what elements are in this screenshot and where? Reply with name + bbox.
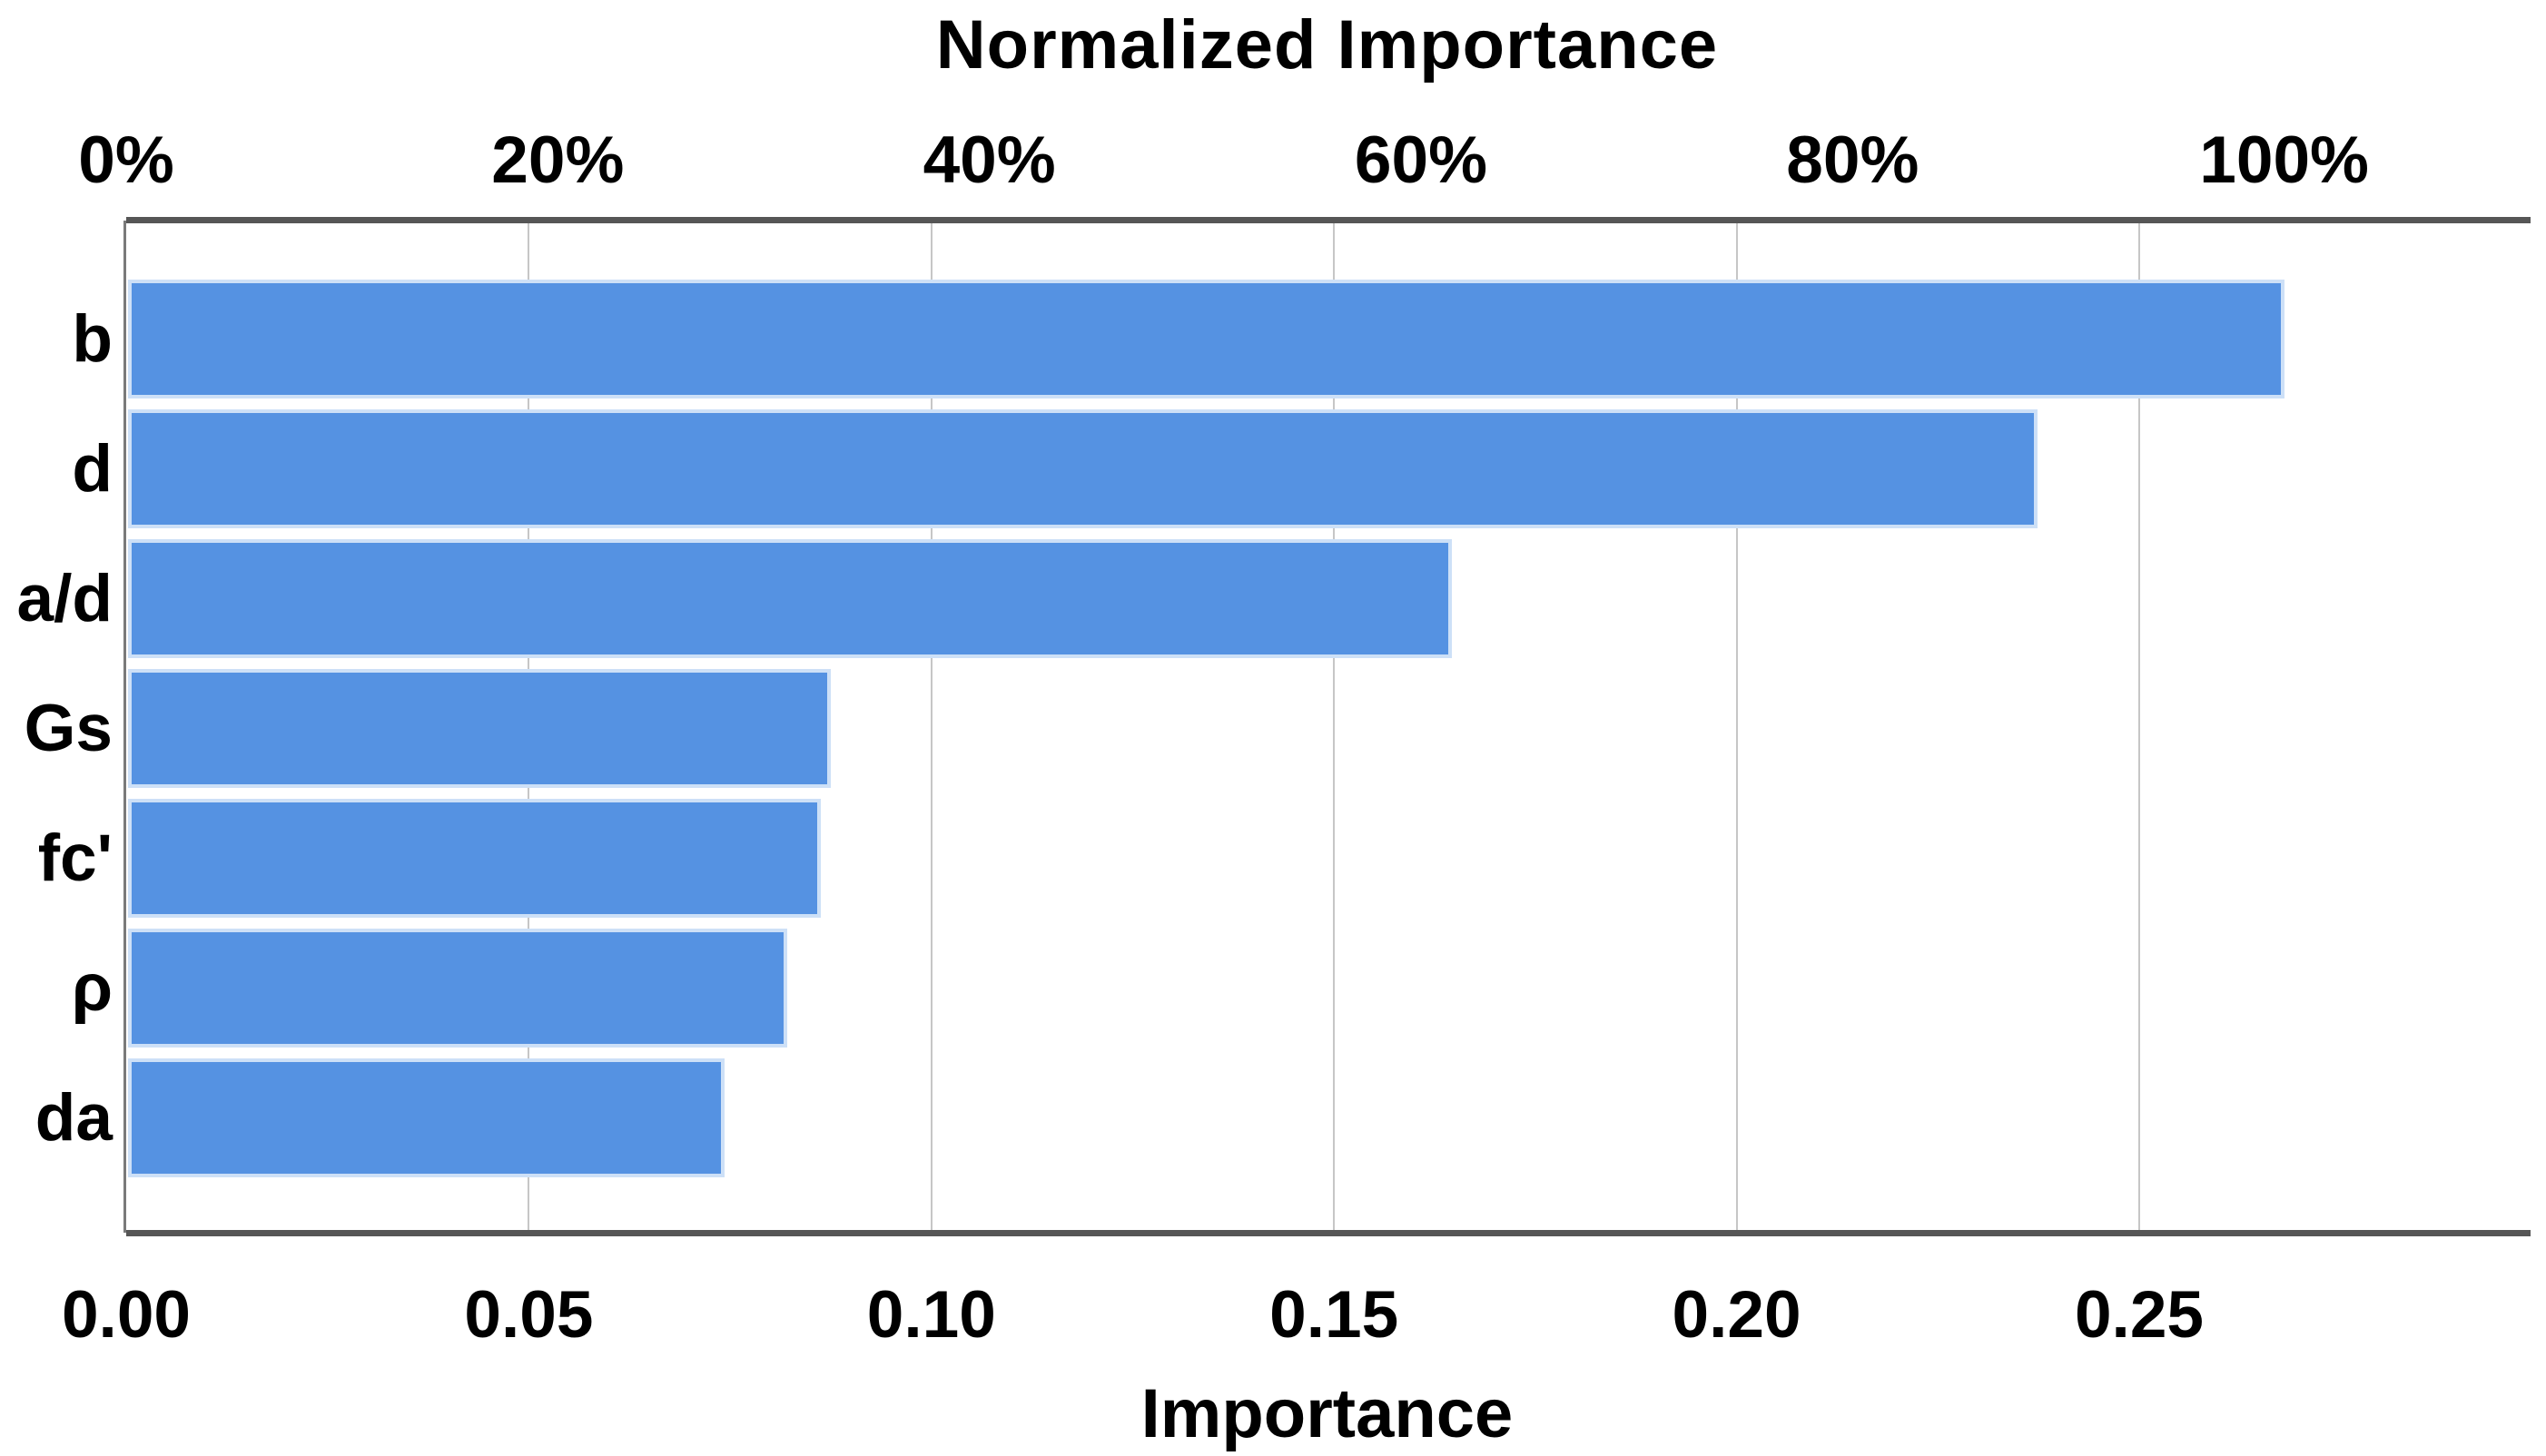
top-axis-line [126, 217, 2531, 223]
category-label: d [72, 432, 113, 506]
x-tick-label-bottom: 0.00 [61, 1278, 192, 1352]
gridline [2138, 223, 2140, 1230]
importance-bar [128, 929, 788, 1048]
x-tick-label-top: 60% [1354, 123, 1488, 197]
importance-bar [128, 1058, 725, 1177]
bottom-axis-title: Importance [1140, 1375, 1514, 1452]
x-tick-label-top: 80% [1786, 123, 1919, 197]
category-label: a/d [16, 562, 113, 635]
y-axis-line [123, 221, 126, 1233]
importance-bar [128, 539, 1452, 658]
category-label: da [35, 1081, 113, 1155]
x-tick-label-bottom: 0.15 [1269, 1278, 1399, 1352]
top-axis-title: Normalized Importance [935, 6, 1719, 84]
x-tick-label-top: 0% [78, 123, 174, 197]
x-tick-label-top: 40% [923, 123, 1056, 197]
x-tick-label-bottom: 0.20 [1672, 1278, 1801, 1352]
x-tick-label-bottom: 0.25 [2074, 1278, 2205, 1352]
x-tick-label-top: 100% [2199, 123, 2369, 197]
gridline [1333, 223, 1336, 1230]
importance-bar [128, 280, 2284, 398]
category-label: fc' [37, 821, 113, 895]
category-label: ρ [71, 951, 113, 1025]
category-label: b [72, 302, 113, 376]
gridline [930, 223, 933, 1230]
gridline [1735, 223, 1738, 1230]
importance-bar [128, 799, 822, 918]
x-tick-label-bottom: 0.05 [464, 1278, 594, 1352]
x-tick-label-top: 20% [491, 123, 625, 197]
importance-bar [128, 409, 2038, 528]
category-label: Gs [24, 692, 113, 765]
x-tick-label-bottom: 0.10 [866, 1278, 996, 1352]
bottom-axis-line [126, 1230, 2531, 1236]
importance-bar [128, 669, 831, 788]
